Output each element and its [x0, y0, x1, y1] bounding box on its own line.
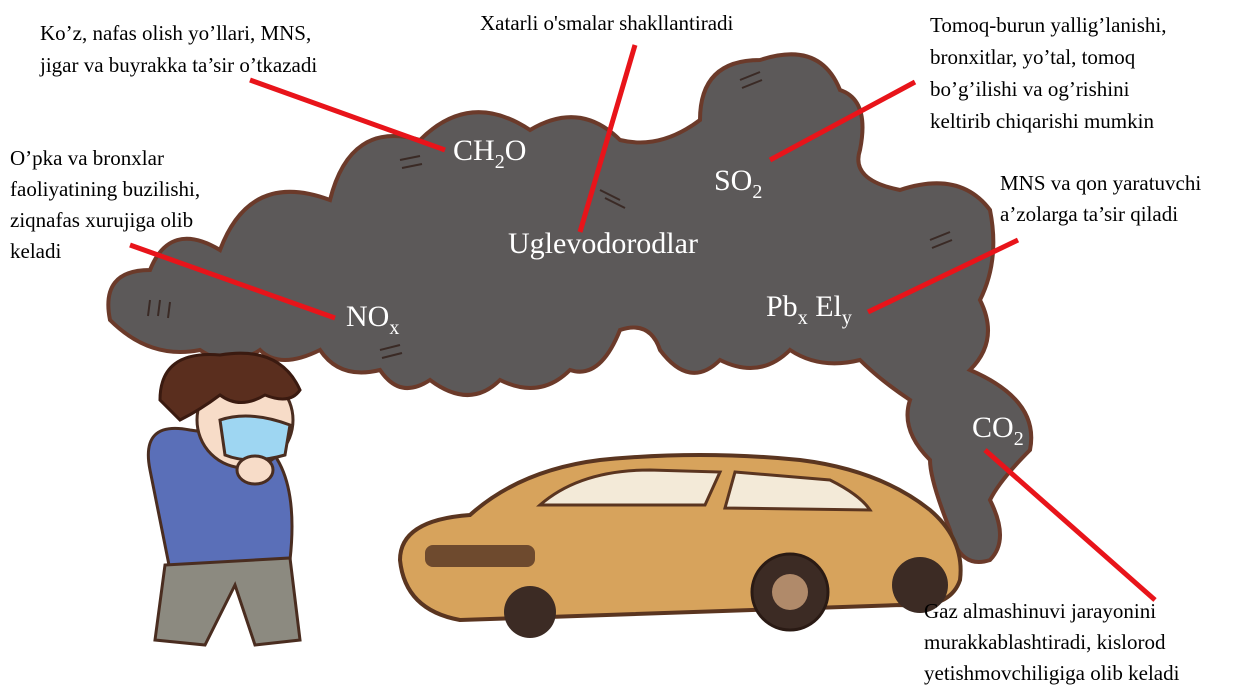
effect-text: faoliyatining buzilishi, — [10, 177, 200, 201]
formula-subscript: x — [798, 307, 808, 329]
diagram: CH2OKo’z, nafas olish yo’llari, MNS,jiga… — [0, 0, 1250, 691]
formula-text: Uglevodorodlar — [508, 227, 698, 260]
formula-subscript: y — [842, 307, 852, 329]
effect-text: a’zolarga ta’sir qiladi — [1000, 202, 1178, 226]
effect-text: Ko’z, nafas olish yo’llari, MNS, — [40, 21, 311, 45]
effect-text: Xatarli o'smalar shakllantiradi — [480, 11, 734, 35]
effect-text: Tomoq-burun yallig’lanishi, — [930, 13, 1167, 37]
effect-text: keltirib chiqarishi mumkin — [930, 109, 1154, 133]
leader-line — [250, 80, 445, 150]
effect-text: jigar va buyrakka ta’sir o’tkazadi — [39, 53, 317, 77]
formula-text: CO — [972, 411, 1014, 444]
leader-line — [985, 450, 1155, 600]
formula-subscript: x — [389, 317, 399, 339]
formula-subscript: 2 — [495, 151, 505, 173]
formula: Uglevodorodlar — [508, 227, 698, 260]
formula-subscript: 2 — [752, 181, 762, 203]
formula-text: Pb — [766, 290, 798, 323]
effect-text: MNS va qon yaratuvchi — [1000, 171, 1201, 195]
formula-subscript: 2 — [1014, 428, 1024, 450]
effect-text: murakkablashtiradi, kislorod — [924, 630, 1166, 654]
person — [148, 353, 300, 645]
effect-text: ziqnafas xurujiga olib — [10, 208, 193, 232]
effect-text: bronxitlar, yo’tal, tomoq — [930, 45, 1136, 69]
effect-text: O’pka va bronxlar — [10, 146, 164, 170]
effect-text: keladi — [10, 239, 61, 263]
formula-text: CH — [453, 134, 495, 167]
effect-text: yetishmovchiligiga olib keladi — [924, 661, 1180, 685]
formula-text: NO — [346, 300, 389, 333]
formula-text: SO — [714, 164, 752, 197]
formula-text: O — [505, 134, 527, 167]
effect-text: Gaz almashinuvi jarayonini — [924, 599, 1156, 623]
formula-text: El — [808, 290, 842, 323]
car — [400, 455, 961, 638]
effect-text: bo’g’ilishi va og’rishini — [930, 77, 1130, 101]
